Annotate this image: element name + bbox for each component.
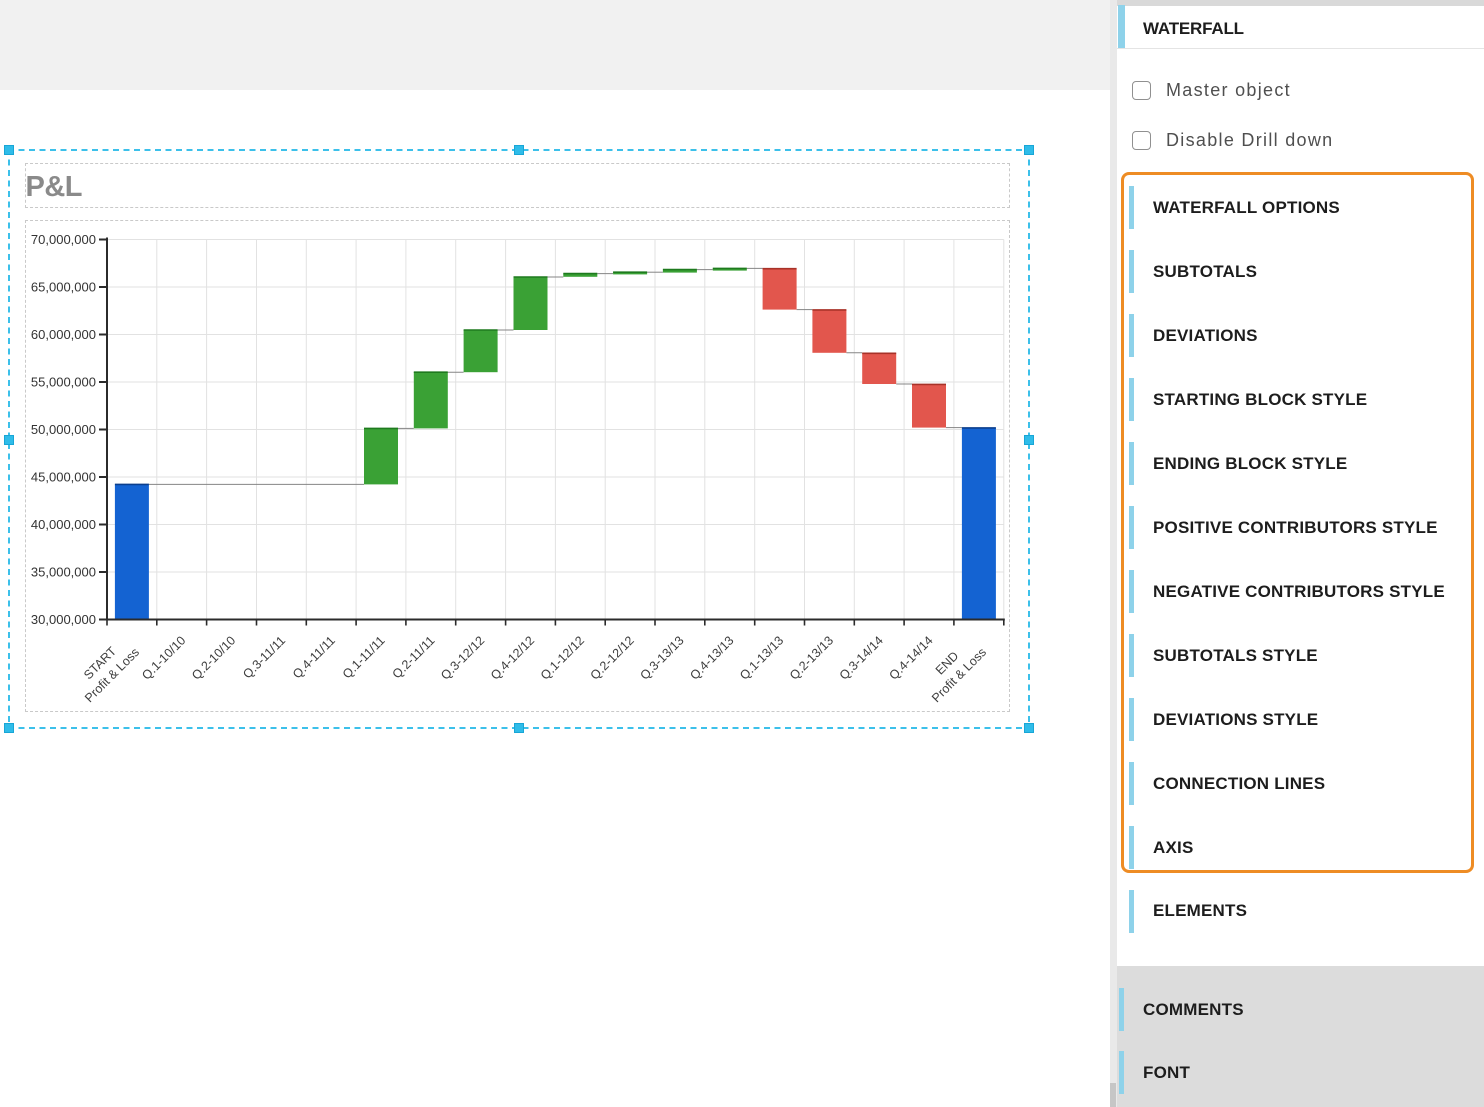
svg-text:Q.2-13/13: Q.2-13/13 bbox=[787, 633, 836, 682]
svg-text:40,000,000: 40,000,000 bbox=[31, 517, 96, 532]
svg-text:Q.2-11/11: Q.2-11/11 bbox=[390, 633, 438, 681]
svg-text:Q.3-14/14: Q.3-14/14 bbox=[837, 633, 886, 682]
svg-text:Q.3-13/13: Q.3-13/13 bbox=[637, 633, 686, 682]
svg-text:70,000,000: 70,000,000 bbox=[31, 232, 96, 247]
svg-text:65,000,000: 65,000,000 bbox=[31, 280, 96, 295]
svg-text:35,000,000: 35,000,000 bbox=[31, 565, 96, 580]
svg-text:30,000,000: 30,000,000 bbox=[31, 612, 96, 627]
svg-text:Q.4-11/11: Q.4-11/11 bbox=[290, 633, 338, 681]
svg-text:Q.2-10/10: Q.2-10/10 bbox=[189, 633, 238, 682]
svg-text:55,000,000: 55,000,000 bbox=[31, 375, 96, 390]
svg-text:Q.4-14/14: Q.4-14/14 bbox=[887, 633, 936, 682]
svg-text:Q.4-13/13: Q.4-13/13 bbox=[687, 633, 736, 682]
svg-text:Q.3-12/12: Q.3-12/12 bbox=[438, 633, 487, 682]
svg-text:Q.3-11/11: Q.3-11/11 bbox=[240, 633, 288, 681]
svg-text:45,000,000: 45,000,000 bbox=[31, 470, 96, 485]
svg-text:Q.1-13/13: Q.1-13/13 bbox=[737, 633, 786, 682]
svg-text:STARTProfit & Loss: STARTProfit & Loss bbox=[70, 633, 142, 705]
svg-text:Q.2-12/12: Q.2-12/12 bbox=[588, 633, 637, 682]
svg-text:Q.1-12/12: Q.1-12/12 bbox=[538, 633, 587, 682]
svg-text:Q.4-12/12: Q.4-12/12 bbox=[488, 633, 537, 682]
svg-text:Q.1-10/10: Q.1-10/10 bbox=[139, 633, 188, 682]
svg-text:60,000,000: 60,000,000 bbox=[31, 327, 96, 342]
svg-text:Q.1-11/11: Q.1-11/11 bbox=[340, 633, 388, 681]
svg-text:50,000,000: 50,000,000 bbox=[31, 422, 96, 437]
